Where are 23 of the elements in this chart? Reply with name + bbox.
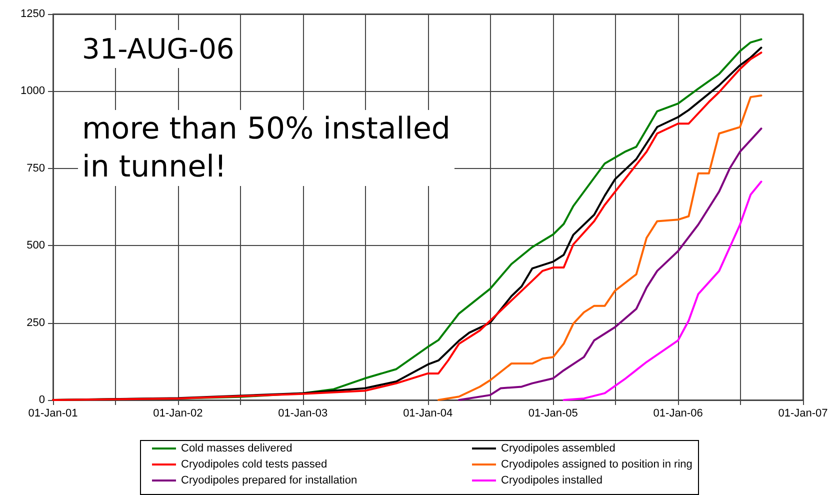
y-tick-label: 250 — [26, 316, 45, 329]
x-tick-label: 01-Jan-07 — [778, 408, 828, 420]
y-tick-label: 1250 — [20, 8, 45, 20]
x-tick-label: 01-Jan-03 — [278, 408, 328, 420]
x-tick-label: 01-Jan-06 — [653, 408, 703, 420]
line-series — [562, 180, 762, 401]
x-tick-label: 01-Jan-02 — [153, 408, 203, 420]
x-tick-label: 01-Jan-04 — [403, 408, 453, 420]
legend-label: Cryodipoles installed — [501, 474, 602, 486]
y-tick-label: 500 — [26, 240, 45, 252]
line-series — [458, 128, 762, 401]
legend-label: Cryodipoles assigned to position in ring — [501, 458, 692, 470]
x-tick-label: 01-Jan-05 — [528, 408, 578, 420]
annotation: 31-AUG-06 — [82, 32, 234, 66]
y-tick-label: 0 — [38, 394, 45, 406]
legend-label: Cryodipoles assembled — [501, 442, 616, 454]
legend-label: Cryodipoles cold tests passed — [181, 458, 328, 470]
annotation: more than 50% installed in tunnel! — [82, 112, 450, 184]
y-tick-label: 1000 — [20, 85, 45, 98]
y-tick-label: 750 — [26, 162, 45, 174]
x-tick-label: 01-Jan-01 — [28, 408, 78, 420]
legend-label: Cold masses delivered — [181, 442, 292, 454]
legend-label: Cryodipoles prepared for installation — [181, 474, 358, 486]
